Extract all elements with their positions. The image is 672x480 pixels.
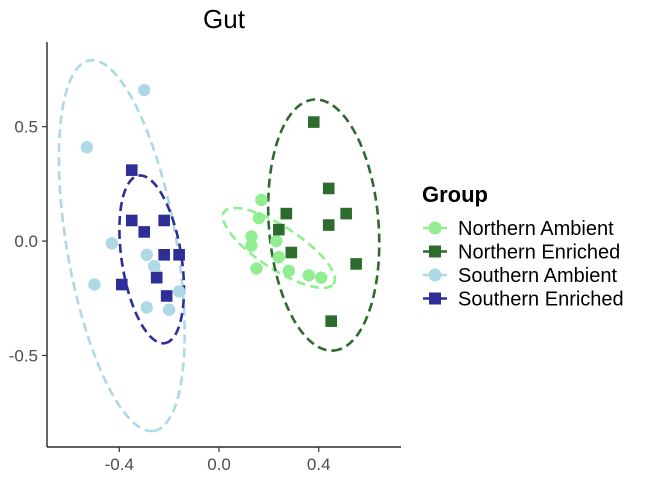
point-northern-ambient xyxy=(272,250,286,264)
point-northern-ambient xyxy=(252,211,266,225)
point-southern-enriched xyxy=(173,248,185,261)
point-southern-ambient xyxy=(105,237,119,250)
point-southern-enriched xyxy=(115,278,128,291)
point-northern-enriched xyxy=(325,315,337,327)
point-southern-enriched xyxy=(158,214,170,227)
legend-item-southern-enriched: Southern Enriched xyxy=(423,289,624,311)
y-tick-label: 0.0 xyxy=(14,232,38,251)
ellipse-southern-enriched xyxy=(118,174,186,345)
legend-label: Northern Enriched xyxy=(458,242,620,264)
legend-key-marker xyxy=(428,221,442,235)
legend-label: Southern Ambient xyxy=(458,265,617,287)
point-southern-ambient xyxy=(172,285,186,298)
x-tick-label: 0.4 xyxy=(307,455,331,474)
y-tick-label: 0.5 xyxy=(14,118,38,137)
point-southern-ambient xyxy=(140,301,153,314)
chart-title: Gut xyxy=(203,4,246,34)
point-northern-ambient xyxy=(250,262,263,275)
ellipse-southern-ambient xyxy=(57,58,186,433)
x-tick-label: 0.0 xyxy=(207,455,231,474)
point-northern-enriched xyxy=(340,207,352,220)
legend-key-marker xyxy=(429,245,441,258)
ellipse-northern-enriched xyxy=(266,98,381,352)
point-southern-ambient xyxy=(80,141,94,154)
legend-label: Southern Enriched xyxy=(458,289,624,311)
point-northern-ambient xyxy=(282,264,296,278)
point-northern-enriched xyxy=(322,219,335,231)
point-northern-ambient xyxy=(245,239,258,252)
point-southern-ambient xyxy=(88,278,101,291)
point-northern-enriched xyxy=(350,258,362,270)
legend-item-southern-ambient: Southern Ambient xyxy=(423,265,617,287)
point-southern-enriched xyxy=(160,290,173,302)
axes: -0.4 0.0 0.4 -0.5 0.0 0.5 xyxy=(9,42,401,474)
point-southern-enriched xyxy=(125,164,138,176)
point-northern-ambient xyxy=(302,269,315,282)
point-northern-ambient xyxy=(245,230,258,243)
legend-item-northern-ambient: Northern Ambient xyxy=(423,218,614,240)
point-northern-enriched xyxy=(307,116,320,128)
point-southern-ambient xyxy=(138,83,151,97)
legend-title: Group xyxy=(422,182,488,207)
point-northern-enriched xyxy=(280,207,293,220)
point-northern-ambient xyxy=(270,234,283,248)
point-southern-enriched xyxy=(150,271,163,284)
x-tick-label: -0.4 xyxy=(105,455,134,474)
point-southern-enriched xyxy=(158,248,170,261)
point-northern-enriched xyxy=(273,223,285,236)
point-southern-enriched xyxy=(125,214,138,227)
y-tick-label: -0.5 xyxy=(9,346,38,365)
legend-key-marker xyxy=(428,268,442,282)
plot-area xyxy=(57,58,381,433)
legend-key-marker xyxy=(429,292,441,305)
point-southern-enriched xyxy=(138,226,151,238)
legend-label: Northern Ambient xyxy=(458,218,614,240)
point-northern-ambient xyxy=(315,271,328,284)
point-northern-enriched xyxy=(322,182,335,195)
point-southern-ambient xyxy=(140,248,153,261)
point-northern-ambient xyxy=(255,193,268,207)
legend-item-northern-enriched: Northern Enriched xyxy=(423,242,620,264)
ellipse-northern-ambient xyxy=(221,206,337,290)
point-northern-enriched xyxy=(285,246,298,259)
point-southern-ambient xyxy=(162,303,176,316)
